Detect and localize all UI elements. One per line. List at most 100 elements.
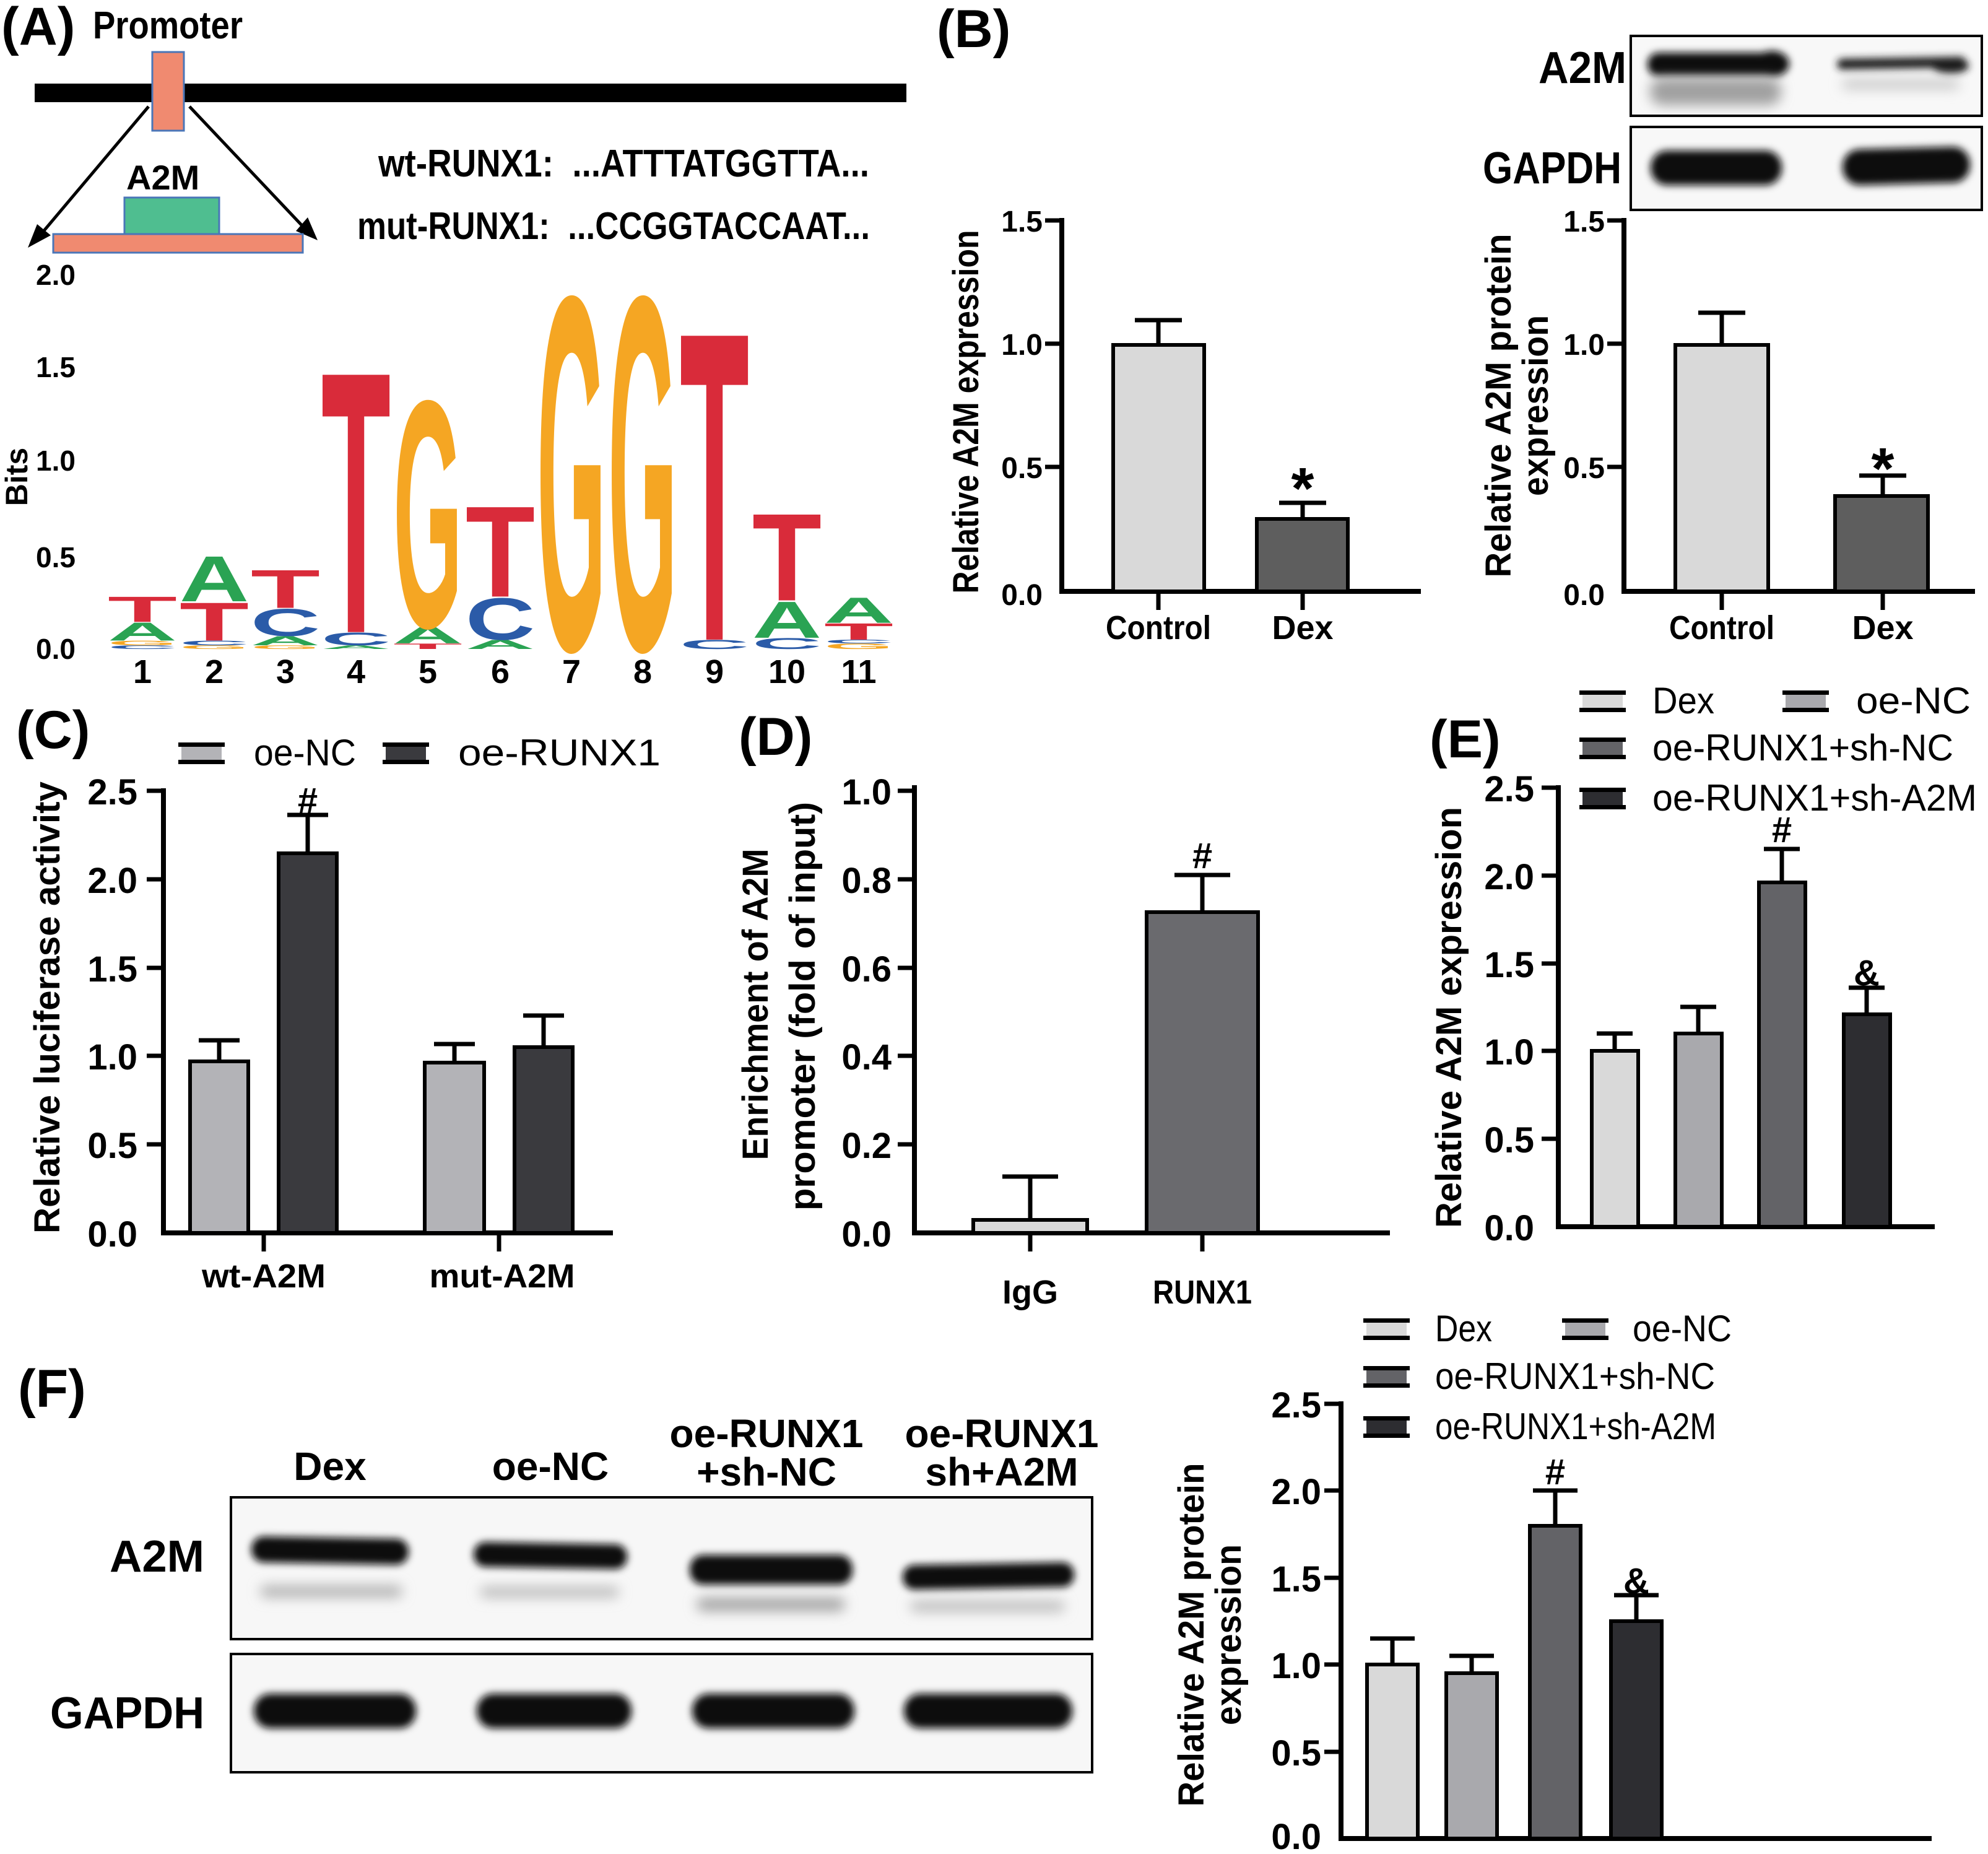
svg-text:0.5: 0.5 — [1271, 1733, 1321, 1773]
svg-text:1.0: 1.0 — [841, 772, 892, 812]
svg-text:promoter (fold of input): promoter (fold of input) — [783, 802, 823, 1211]
svg-text:(C): (C) — [16, 700, 90, 760]
svg-text:oe-RUNX1: oe-RUNX1 — [905, 1411, 1099, 1456]
svg-text:1.5: 1.5 — [87, 949, 137, 990]
svg-text:#: # — [1545, 1452, 1565, 1492]
svg-text:Relative A2M protein: Relative A2M protein — [1478, 234, 1519, 578]
svg-text:Relative luciferase activity: Relative luciferase activity — [27, 781, 67, 1234]
svg-text:oe-NC: oe-NC — [1633, 1308, 1732, 1349]
svg-text:C: C — [824, 638, 893, 644]
svg-text:0.5: 0.5 — [1484, 1120, 1534, 1160]
svg-text:oe-RUNX1+sh-NC: oe-RUNX1+sh-NC — [1652, 727, 1953, 768]
svg-text:A2M: A2M — [126, 158, 199, 197]
svg-text:oe-RUNX1+sh-A2M: oe-RUNX1+sh-A2M — [1652, 777, 1977, 819]
svg-text:5: 5 — [419, 653, 437, 690]
svg-text:0.0: 0.0 — [1001, 579, 1043, 612]
svg-text:(F): (F) — [18, 1359, 86, 1419]
svg-text:0.0: 0.0 — [1563, 579, 1605, 612]
svg-text:G: G — [108, 640, 177, 647]
svg-text:T: T — [108, 589, 177, 629]
svg-text:11: 11 — [841, 653, 876, 690]
svg-text:7: 7 — [562, 653, 581, 690]
svg-text:0.5: 0.5 — [1001, 452, 1043, 485]
svg-text:T: T — [251, 559, 320, 620]
svg-text:4: 4 — [347, 653, 365, 690]
svg-text:2.5: 2.5 — [1271, 1385, 1321, 1425]
svg-text:A2M: A2M — [110, 1532, 204, 1582]
svg-text:0.5: 0.5 — [36, 541, 76, 573]
svg-text:0.4: 0.4 — [841, 1037, 892, 1077]
svg-text:T: T — [393, 642, 462, 651]
svg-text:0.8: 0.8 — [841, 861, 892, 901]
svg-text:2.0: 2.0 — [1271, 1472, 1321, 1512]
svg-text:oe-NC: oe-NC — [1856, 680, 1971, 721]
svg-text:2: 2 — [205, 653, 224, 690]
svg-text:2.5: 2.5 — [87, 772, 137, 812]
svg-text:A: A — [180, 543, 249, 616]
svg-text:T: T — [680, 241, 749, 734]
svg-text:1.5: 1.5 — [1563, 206, 1605, 238]
svg-text:A2M: A2M — [1539, 43, 1626, 93]
svg-text:G: G — [824, 642, 893, 651]
svg-text:C: C — [321, 629, 391, 649]
svg-text:#: # — [1772, 810, 1792, 850]
svg-text:Enrichment of A2M: Enrichment of A2M — [736, 849, 776, 1160]
svg-text:C: C — [752, 635, 822, 652]
svg-text:Dex: Dex — [1435, 1308, 1492, 1349]
svg-text:(D): (D) — [739, 707, 812, 767]
svg-text:G: G — [393, 333, 462, 695]
svg-text:T: T — [321, 294, 391, 712]
svg-text:A: A — [321, 644, 391, 650]
svg-text:G: G — [608, 191, 677, 757]
svg-text:Relative A2M protein: Relative A2M protein — [1171, 1463, 1212, 1807]
svg-text:wt-A2M: wt-A2M — [201, 1258, 326, 1295]
svg-text:T: T — [752, 488, 822, 627]
svg-text:0.0: 0.0 — [841, 1214, 892, 1255]
svg-text:Control: Control — [1669, 609, 1774, 646]
svg-text:(E): (E) — [1430, 710, 1501, 769]
svg-text:Relative A2M expression: Relative A2M expression — [946, 230, 986, 594]
svg-text:2.0: 2.0 — [87, 861, 137, 901]
svg-text:A: A — [251, 633, 320, 648]
svg-text:0.5: 0.5 — [1563, 452, 1605, 485]
svg-text:C: C — [251, 601, 320, 645]
svg-text:expression: expression — [1209, 1544, 1249, 1725]
svg-text:0.0: 0.0 — [87, 1214, 137, 1255]
svg-text:mut-RUNX1: ...CCGGTACCAAT...: mut-RUNX1: ...CCGGTACCAAT... — [357, 205, 870, 248]
svg-text:GAPDH: GAPDH — [1483, 144, 1621, 193]
svg-text:sh+A2M: sh+A2M — [925, 1450, 1078, 1494]
svg-text:T: T — [466, 479, 535, 624]
svg-text:1.0: 1.0 — [1484, 1032, 1534, 1073]
svg-text:oe-NC: oe-NC — [254, 732, 356, 773]
svg-text:0.0: 0.0 — [1484, 1208, 1534, 1248]
svg-text:&: & — [1854, 953, 1880, 993]
svg-text:0.0: 0.0 — [36, 633, 76, 665]
svg-text:Dex: Dex — [293, 1444, 367, 1489]
svg-text:1.0: 1.0 — [87, 1037, 137, 1077]
svg-text:Bits: Bits — [0, 448, 34, 506]
svg-text:2.5: 2.5 — [1484, 769, 1534, 809]
svg-text:1.0: 1.0 — [1271, 1646, 1321, 1686]
svg-text:A: A — [824, 590, 893, 630]
svg-text:Relative A2M expression: Relative A2M expression — [1429, 807, 1469, 1228]
svg-text:oe-RUNX1: oe-RUNX1 — [670, 1411, 864, 1456]
svg-text:RUNX1: RUNX1 — [1153, 1274, 1252, 1311]
svg-text:A: A — [108, 617, 177, 646]
svg-text:+sh-NC: +sh-NC — [697, 1450, 836, 1494]
svg-text:0.5: 0.5 — [87, 1126, 137, 1166]
svg-text:(B): (B) — [937, 0, 1010, 59]
svg-text:expression: expression — [1516, 315, 1556, 496]
svg-text:1.0: 1.0 — [36, 445, 76, 477]
svg-text:A: A — [393, 622, 462, 648]
svg-text:6: 6 — [491, 653, 510, 690]
svg-text:G: G — [537, 191, 606, 757]
svg-text:#: # — [1192, 836, 1212, 876]
svg-text:oe-NC: oe-NC — [492, 1444, 609, 1489]
svg-text:Dex: Dex — [1852, 609, 1913, 646]
svg-text:1.0: 1.0 — [1001, 329, 1043, 362]
svg-text:IgG: IgG — [1002, 1274, 1058, 1311]
svg-text:1.5: 1.5 — [36, 351, 76, 383]
svg-text:3: 3 — [276, 653, 295, 690]
svg-text:#: # — [298, 781, 318, 821]
svg-text:9: 9 — [705, 653, 724, 690]
